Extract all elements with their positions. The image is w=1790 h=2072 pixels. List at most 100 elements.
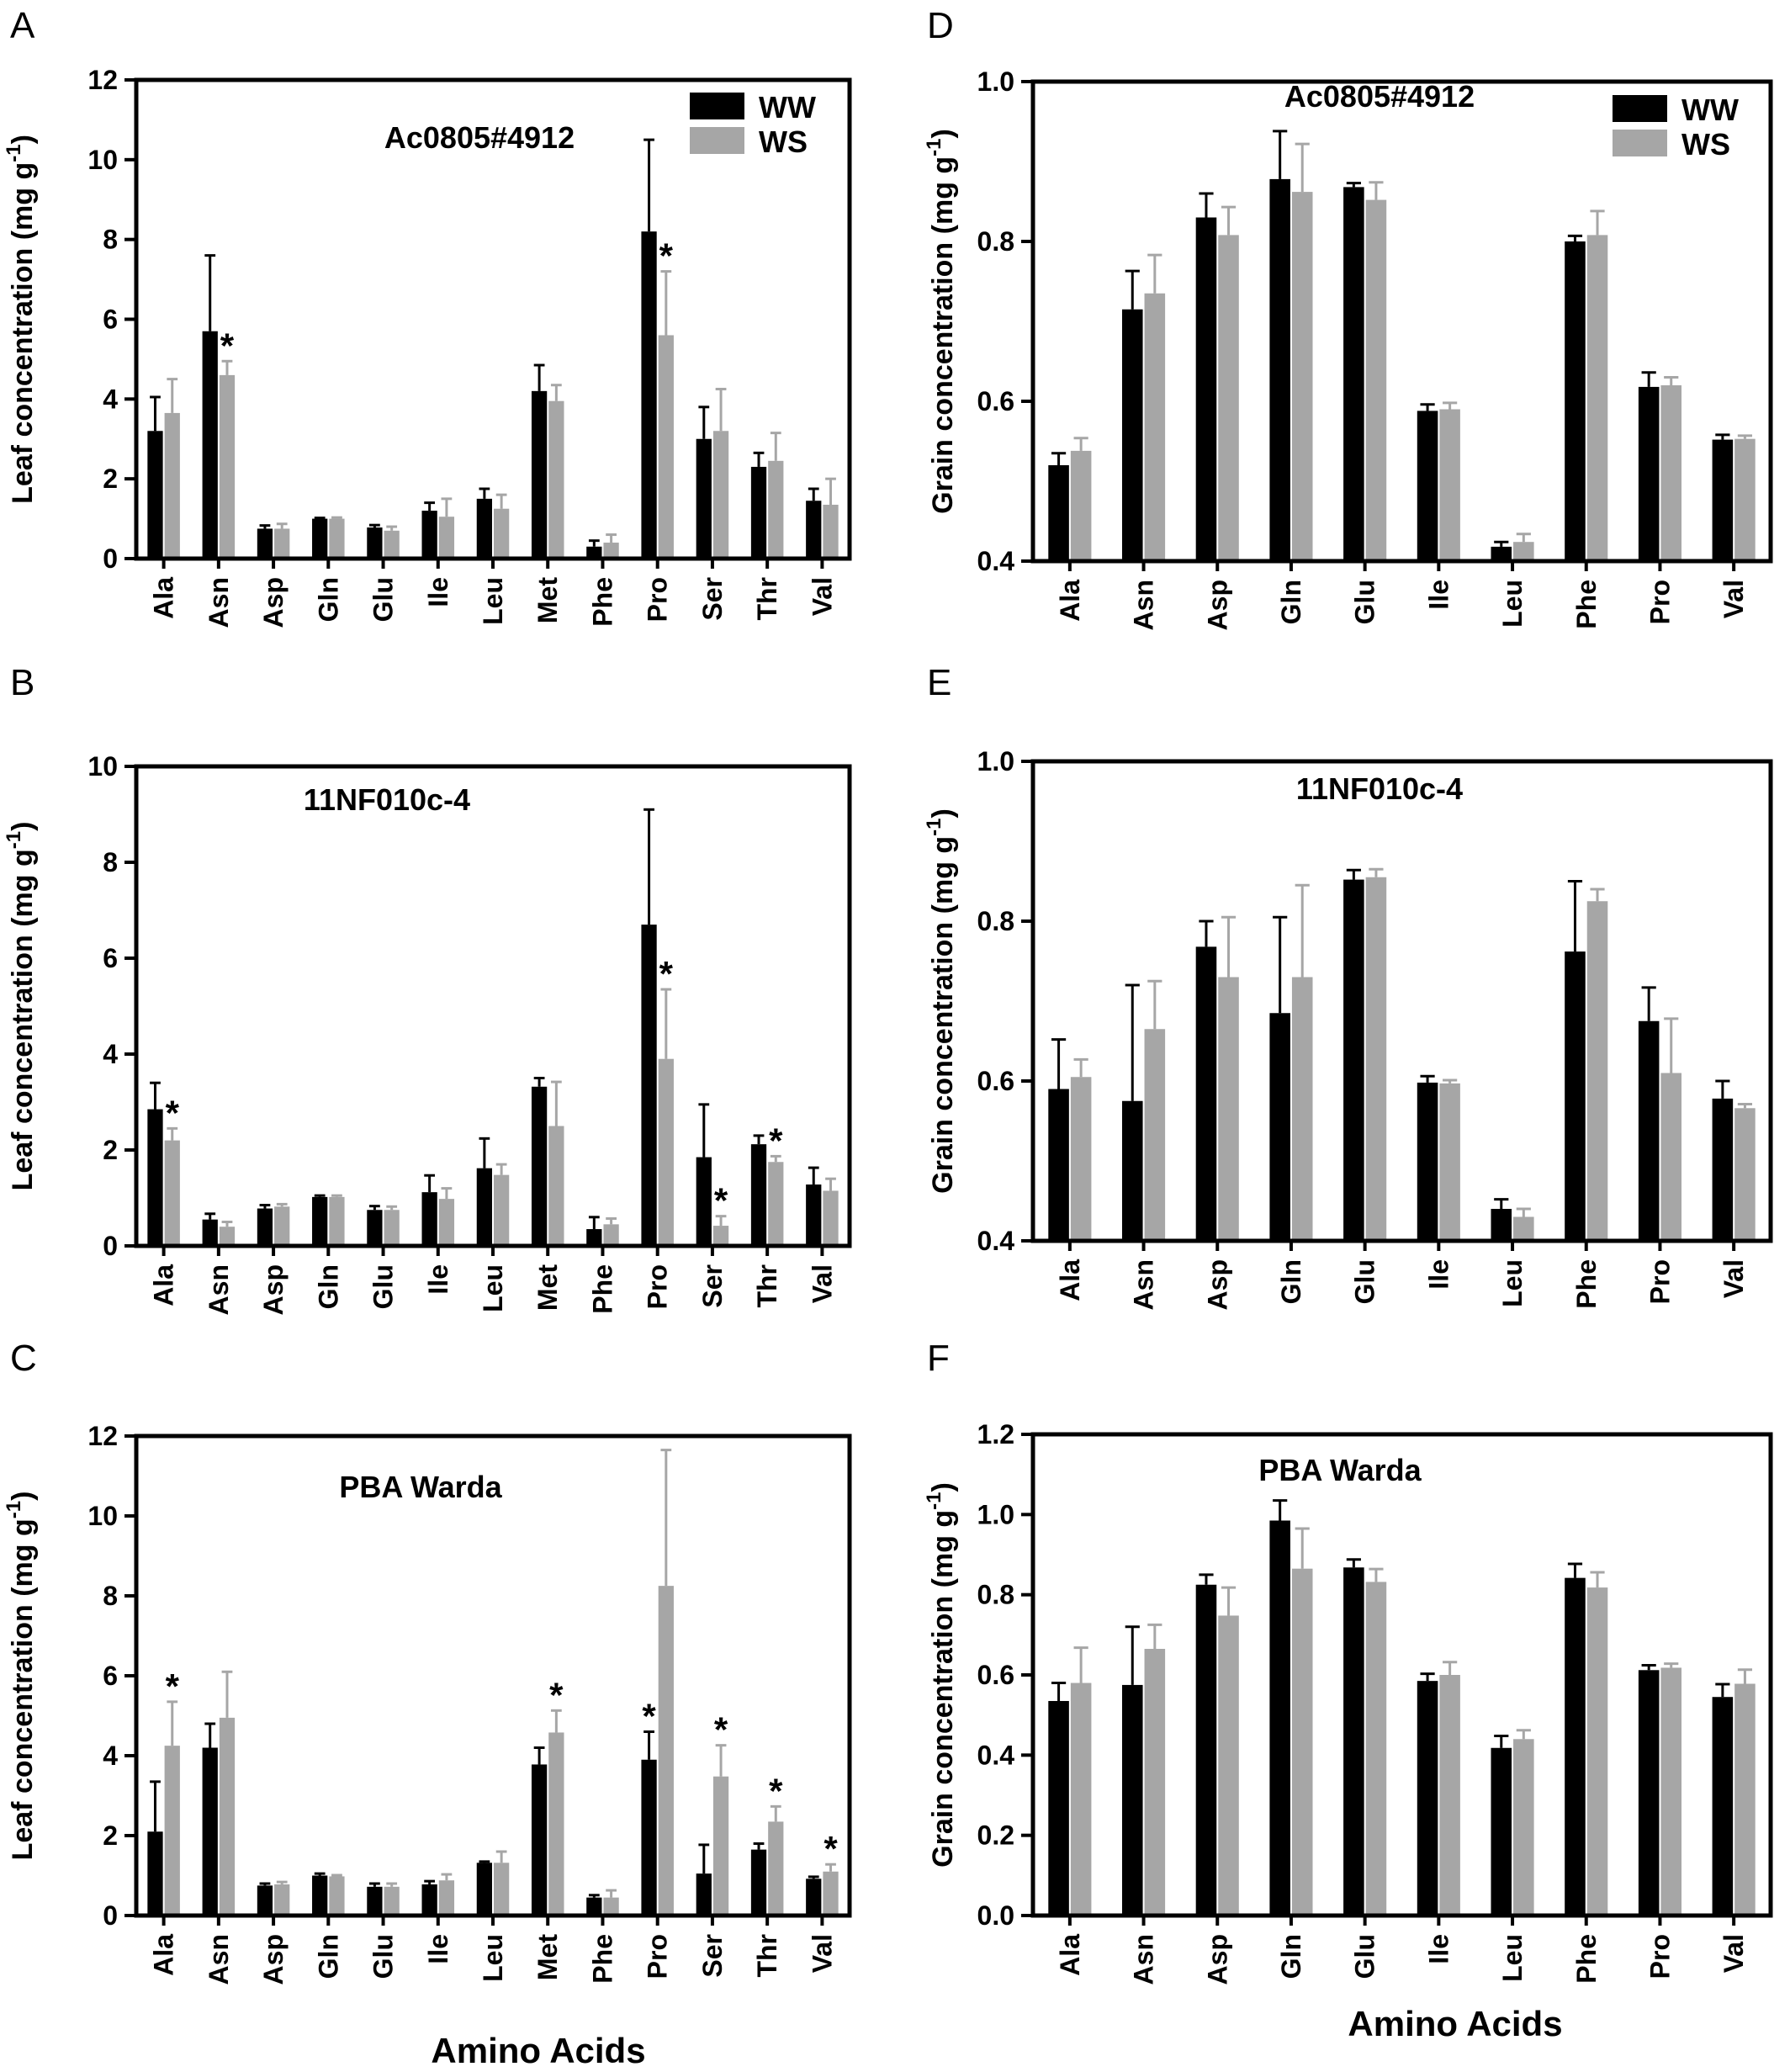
plot-frame [1030, 759, 1773, 1243]
y-tick-label: 1.0 [977, 1499, 1014, 1529]
bar-ws-ala [1070, 450, 1092, 561]
bar-ww-asp [1195, 217, 1217, 561]
bar-ww-asn [1121, 1684, 1143, 1916]
bar-ww-gln [1269, 1013, 1290, 1241]
bar-ws-asn [219, 1717, 236, 1916]
bar-ws-asn [1144, 1649, 1166, 1916]
x-tick-label: Phe [1571, 1934, 1602, 1984]
x-tick-label: Gln [1276, 1934, 1306, 1979]
bar-ws-thr [768, 1162, 784, 1246]
bar-ws-ile [1439, 1675, 1460, 1916]
legend-label-ww: WW [1681, 93, 1739, 127]
significance-star: * [220, 326, 235, 365]
x-tick-label: Asp [1202, 1259, 1232, 1310]
bar-ww-phe [1565, 951, 1586, 1241]
bar-ws-ala [1070, 1683, 1092, 1916]
y-tick-label: 0 [103, 1231, 118, 1261]
x-tick-label: Ile [423, 577, 453, 607]
chart-title: 11NF010c-4 [304, 782, 470, 817]
x-tick-label: Ser [697, 577, 728, 621]
x-tick-label: Pro [643, 1264, 673, 1309]
x-tick-label: Pro [643, 577, 673, 622]
x-tick-label: Asp [258, 1934, 289, 1985]
bar-ww-val [1712, 1697, 1734, 1916]
bar-ww-glu [1343, 1567, 1364, 1916]
bar-ww-asn [1121, 309, 1143, 561]
bar-ww-val [1712, 1098, 1734, 1241]
x-tick-label: Asn [1129, 580, 1159, 630]
bar-ws-asn [1144, 1029, 1166, 1241]
y-tick-label: 0.2 [977, 1820, 1014, 1851]
bar-ws-gln [329, 1196, 345, 1246]
bar-ws-pro [658, 1586, 674, 1916]
bar-ww-gln [1269, 1520, 1290, 1916]
y-tick-label: 1.2 [977, 1419, 1014, 1449]
bar-ws-val [1734, 1108, 1756, 1241]
bar-ws-ala [164, 1746, 180, 1916]
bar-ws-glu [384, 530, 400, 559]
bar-ww-ser [696, 438, 712, 559]
y-tick-label: 4 [103, 1039, 118, 1069]
plot-frame [134, 764, 852, 1248]
x-tick-label: Glu [1350, 1934, 1380, 1979]
x-tick-label: Ile [423, 1934, 453, 1964]
bar-ww-gln [312, 1875, 328, 1916]
x-tick-label: Phe [1571, 1259, 1602, 1309]
y-axis-label-superscript: -1 [923, 818, 945, 835]
y-tick-label: 10 [87, 1501, 118, 1531]
y-axis-label: Leaf concentration (mg g-1) [3, 135, 39, 504]
x-tick-label: Val [1719, 580, 1749, 618]
x-tick-label: Ala [1055, 1934, 1085, 1976]
y-axis-label: Grain concentration (mg g-1) [923, 808, 959, 1194]
x-tick-label: Thr [752, 1934, 782, 1978]
bar-ws-phe [603, 543, 619, 559]
x-tick-label: Leu [1497, 1934, 1528, 1982]
y-tick-label: 6 [103, 1661, 118, 1691]
chart-panel-e: E 11NF010c-4 Grain concentration (mg g-1) 0… [923, 662, 1773, 1310]
x-tick-label: Ala [149, 1264, 179, 1306]
y-tick-label: 0.8 [977, 1580, 1014, 1610]
bar-ws-val [823, 504, 839, 559]
y-axis-label-main: Grain concentration (mg g [927, 836, 959, 1194]
plot-frame [134, 77, 852, 561]
bar-ww-glu [1343, 879, 1364, 1241]
x-tick-label: Ser [697, 1264, 728, 1308]
bar-ws-asp [274, 1884, 290, 1916]
x-tick-label: Asn [204, 1264, 234, 1315]
bar-ws-ile [438, 1199, 455, 1246]
bar-ww-asp [257, 1208, 273, 1246]
panel-letter: F [927, 1338, 950, 1379]
y-axis-label-main: Grain concentration (mg g [927, 1510, 959, 1868]
y-tick-label: 6 [103, 943, 118, 973]
bar-ww-asp [257, 528, 273, 559]
y-tick-label: 2 [103, 1135, 118, 1165]
bar-ww-ala [1048, 1089, 1069, 1241]
significance-star: * [769, 1771, 783, 1810]
significance-star: * [714, 1181, 728, 1221]
y-axis-label-close: ) [7, 135, 39, 144]
bar-ww-leu [1491, 1747, 1512, 1916]
x-tick-label: Phe [1571, 580, 1602, 629]
bar-ww-ile [1417, 411, 1438, 561]
x-tick-label: Leu [1497, 580, 1528, 628]
bar-ws-thr [768, 460, 784, 559]
x-tick-label: Ile [423, 1264, 453, 1295]
bar-ww-phe [586, 1229, 602, 1246]
chart-panel-f: F PBA Warda Grain concentration (mg g-1) 0.… [923, 1338, 1773, 1985]
legend-swatch-ws [690, 127, 744, 154]
panel-letter: C [10, 1338, 37, 1379]
bar-ws-asn [219, 374, 236, 559]
x-tick-label: Leu [478, 1934, 508, 1982]
y-axis-label: Leaf concentration (mg g-1) [3, 1492, 39, 1861]
bar-ws-ile [1439, 1083, 1460, 1241]
y-tick-label: 8 [103, 1581, 118, 1611]
significance-star: * [166, 1667, 180, 1706]
x-axis-title-left: Amino Acids [431, 2031, 645, 2070]
x-tick-label: Ala [1055, 580, 1085, 622]
bar-ww-asn [202, 1219, 218, 1246]
legend-swatch-ww [1613, 95, 1667, 122]
bar-ws-leu [494, 508, 510, 559]
chart-title: Ac0805#4912 [384, 120, 575, 155]
